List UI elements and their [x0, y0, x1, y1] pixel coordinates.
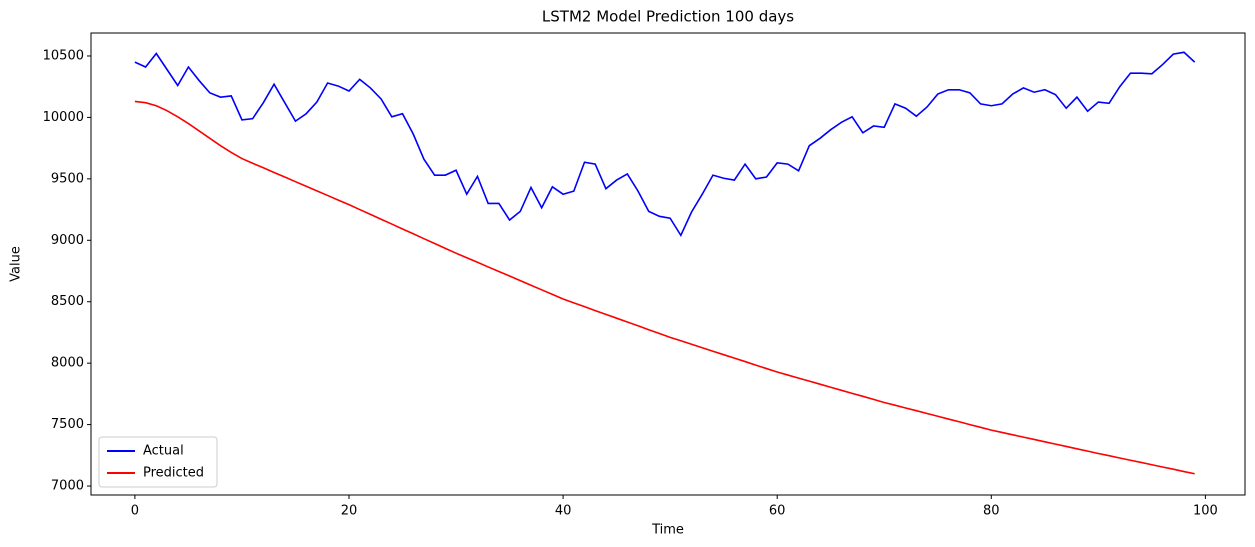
legend-box: [98, 436, 218, 488]
x-tick-label: 0: [131, 504, 139, 519]
x-tick-label: 40: [555, 504, 572, 519]
y-tick-label: 9500: [51, 171, 84, 186]
x-tick-label: 60: [769, 504, 786, 519]
y-tick-label: 10500: [43, 48, 84, 63]
y-axis-label: Value: [9, 246, 24, 282]
legend-label: Predicted: [143, 466, 204, 481]
x-tick-label: 100: [1193, 504, 1218, 519]
y-tick-label: 7000: [51, 479, 84, 494]
data-line: [134, 51, 1196, 238]
data-line: [134, 100, 1195, 475]
x-tick-label: 80: [983, 504, 1000, 519]
y-tick-label: 8500: [51, 294, 84, 309]
y-tick-label: 8000: [51, 356, 84, 371]
y-tick-label: 10000: [43, 110, 84, 125]
y-tick-label: 7500: [51, 417, 84, 432]
y-tick-label: 9000: [51, 233, 84, 248]
chart-title: LSTM2 Model Prediction 100 days: [542, 8, 794, 26]
x-tick-label: 20: [341, 504, 358, 519]
x-axis-label: Time: [651, 523, 684, 538]
plot-frame: [90, 32, 1246, 496]
legend-label: Actual: [143, 444, 184, 459]
